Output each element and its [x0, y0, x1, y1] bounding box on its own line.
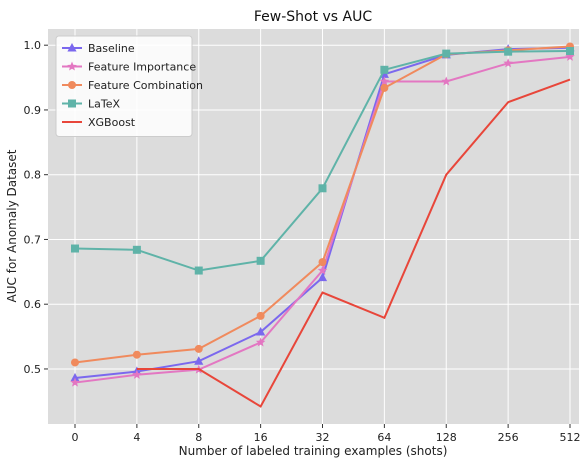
- x-tick-label: 128: [436, 431, 457, 444]
- data-point: [71, 358, 79, 367]
- data-point: [380, 83, 389, 92]
- legend-box: [55, 35, 193, 137]
- x-axis: 0 4 8 16 32 64 128 256 512: [72, 424, 581, 444]
- y-axis-label: AUC for Anomaly Dataset: [5, 149, 19, 302]
- data-point: [132, 369, 142, 379]
- legend-label: XGBoost: [88, 116, 136, 129]
- data-point: [379, 76, 390, 86]
- legend-label: Baseline: [88, 42, 135, 55]
- series-xgboost: [136, 78, 571, 408]
- data-point: [318, 258, 327, 267]
- data-point: [194, 344, 203, 353]
- data-point: [256, 327, 266, 336]
- data-point: [255, 337, 266, 347]
- data-point: [503, 58, 513, 68]
- data-point: [256, 256, 265, 265]
- data-point: [132, 245, 141, 254]
- x-tick-label: 4: [133, 431, 140, 444]
- legend-marker: [67, 43, 77, 52]
- data-point: [566, 47, 574, 56]
- series-feature-importance: [70, 51, 575, 387]
- y-tick-label: 0.7: [24, 233, 42, 246]
- legend: Baseline Feature Importance Feature Combin…: [55, 35, 203, 137]
- series-latex: [71, 47, 574, 275]
- data-point: [318, 184, 327, 193]
- legend-item: Baseline: [62, 42, 135, 55]
- legend-label: Feature Combination: [88, 79, 203, 92]
- data-point: [317, 272, 328, 282]
- legend-label: LaTeX: [88, 98, 120, 111]
- y-tick-label: 0.6: [24, 298, 42, 311]
- data-point: [442, 49, 451, 58]
- y-tick-label: 0.5: [24, 363, 42, 376]
- x-axis-label: Number of labeled training examples (sho…: [179, 444, 448, 458]
- y-axis: 0.5 0.6 0.7 0.8 0.9 1.0: [24, 39, 48, 376]
- grid: [48, 29, 579, 424]
- data-point: [132, 350, 141, 359]
- y-tick-label: 1.0: [24, 39, 42, 52]
- x-tick-label: 512: [560, 431, 581, 444]
- data-point: [194, 266, 203, 275]
- legend-item: XGBoost: [62, 116, 136, 129]
- legend-item: Feature Combination: [62, 79, 203, 92]
- x-tick-label: 256: [498, 431, 519, 444]
- y-tick-label: 0.8: [24, 169, 42, 182]
- data-point: [441, 76, 452, 86]
- data-point: [194, 356, 204, 365]
- legend-label: Feature Importance: [88, 61, 196, 74]
- x-tick-label: 0: [72, 431, 79, 444]
- data-point: [504, 47, 513, 56]
- data-point: [565, 51, 575, 61]
- chart-title: Few-Shot vs AUC: [254, 9, 373, 25]
- y-tick-label: 0.9: [24, 104, 42, 117]
- legend-marker: [68, 81, 76, 89]
- legend-item: LaTeX: [62, 98, 120, 111]
- legend-marker: [67, 61, 77, 71]
- data-point: [70, 373, 80, 382]
- series-line: [136, 78, 571, 408]
- x-tick-label: 64: [377, 431, 391, 444]
- x-tick-label: 8: [195, 431, 202, 444]
- x-tick-label: 32: [316, 431, 330, 444]
- legend-item: Feature Importance: [62, 61, 196, 74]
- data-point: [71, 244, 79, 253]
- data-point: [317, 265, 328, 275]
- x-tick-label: 16: [254, 431, 268, 444]
- series-group: [70, 42, 575, 408]
- data-point: [70, 377, 80, 387]
- data-point: [256, 311, 265, 320]
- data-point: [380, 65, 389, 74]
- legend-marker: [68, 99, 76, 108]
